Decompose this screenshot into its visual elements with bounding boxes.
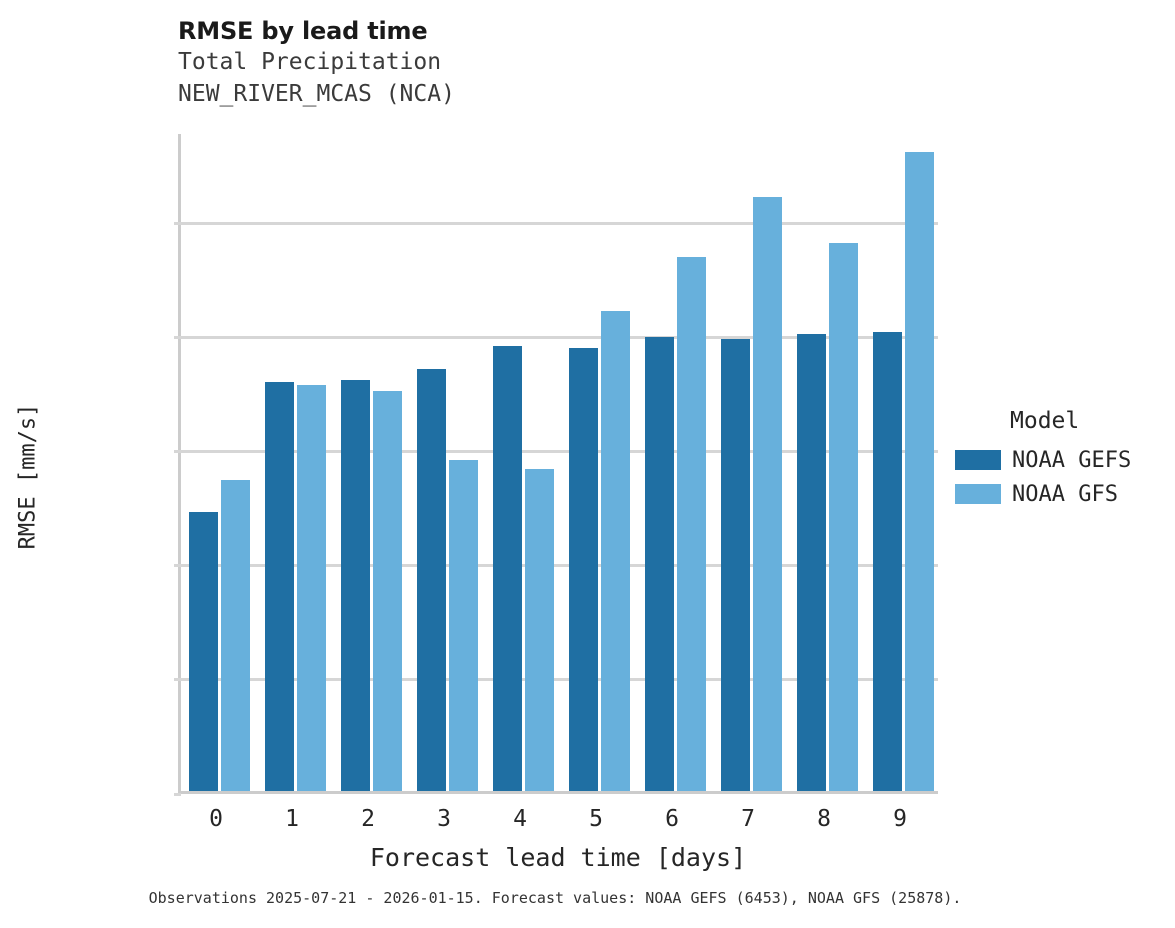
plot-area [174, 134, 938, 796]
x-tick-label: 8 [817, 806, 831, 832]
bar[interactable] [720, 338, 750, 791]
bar-group [485, 134, 561, 791]
y-axis: RMSE [mm/s] 0.000000.000050.000100.00015… [0, 134, 178, 794]
y-tick-mark [174, 678, 181, 682]
y-tick-mark [174, 335, 181, 339]
page-title: RMSE by lead time [178, 17, 428, 45]
legend-item-label: NOAA GEFS [1012, 447, 1132, 473]
bar-group [181, 134, 257, 791]
legend-item[interactable]: NOAA GEFS [955, 446, 1170, 474]
bar[interactable] [796, 334, 826, 791]
bar[interactable] [296, 384, 326, 791]
x-tick-label: 1 [285, 806, 299, 832]
legend-item-label: NOAA GFS [1012, 481, 1118, 507]
gridline [181, 335, 938, 339]
x-tick-label: 0 [209, 806, 223, 832]
bar-group [713, 134, 789, 791]
gridline [181, 564, 938, 568]
x-tick-label: 6 [665, 806, 679, 832]
chart-subtitle-variable: Total Precipitation [178, 49, 442, 75]
x-tick-label: 5 [589, 806, 603, 832]
chart-subtitle-station: NEW_RIVER_MCAS (NCA) [178, 81, 455, 107]
gridline [181, 221, 938, 225]
bar-group [865, 134, 941, 791]
bar-group [257, 134, 333, 791]
bar-group [789, 134, 865, 791]
bar-group [409, 134, 485, 791]
bar[interactable] [676, 256, 706, 791]
bars-layer [181, 134, 938, 791]
legend-swatch-icon [955, 450, 1001, 470]
bar[interactable] [828, 242, 858, 791]
chart-title-block: RMSE by lead time Total Precipitation NE… [178, 16, 938, 110]
bar[interactable] [448, 459, 478, 791]
legend-swatch-icon [955, 484, 1001, 504]
y-tick-mark [174, 792, 181, 796]
y-tick-mark [174, 564, 181, 568]
bar[interactable] [188, 512, 218, 791]
x-axis-title: Forecast lead time [days] [369, 843, 747, 872]
gridline [181, 678, 938, 682]
bar-group [561, 134, 637, 791]
bar[interactable] [492, 345, 522, 791]
x-tick-label: 7 [741, 806, 755, 832]
bar-group [333, 134, 409, 791]
bar[interactable] [416, 368, 446, 791]
bar[interactable] [264, 382, 294, 791]
bar[interactable] [372, 391, 402, 791]
x-tick-label: 9 [893, 806, 907, 832]
plot-wrapper [174, 134, 938, 796]
bar[interactable] [524, 469, 554, 791]
bar[interactable] [220, 480, 250, 791]
gridline [181, 449, 938, 453]
bar[interactable] [600, 311, 630, 791]
legend-item[interactable]: NOAA GFS [955, 480, 1170, 508]
legend: Model NOAA GEFS NOAA GFS [955, 408, 1170, 514]
y-tick-mark [174, 449, 181, 453]
x-tick-label: 2 [361, 806, 375, 832]
y-tick-mark [174, 221, 181, 225]
legend-items: NOAA GEFS NOAA GFS [955, 446, 1170, 508]
x-tick-label: 4 [513, 806, 527, 832]
bar[interactable] [644, 336, 674, 791]
legend-title: Model [1010, 408, 1080, 434]
bar[interactable] [568, 347, 598, 791]
bar[interactable] [904, 151, 934, 791]
bar[interactable] [752, 197, 782, 791]
bar-group [637, 134, 713, 791]
footer-note: Observations 2025-07-21 - 2026-01-15. Fo… [148, 889, 962, 907]
y-axis-title: RMSE [mm/s] [15, 403, 41, 550]
bar[interactable] [340, 379, 370, 791]
bar[interactable] [872, 331, 902, 791]
x-tick-label: 3 [437, 806, 451, 832]
